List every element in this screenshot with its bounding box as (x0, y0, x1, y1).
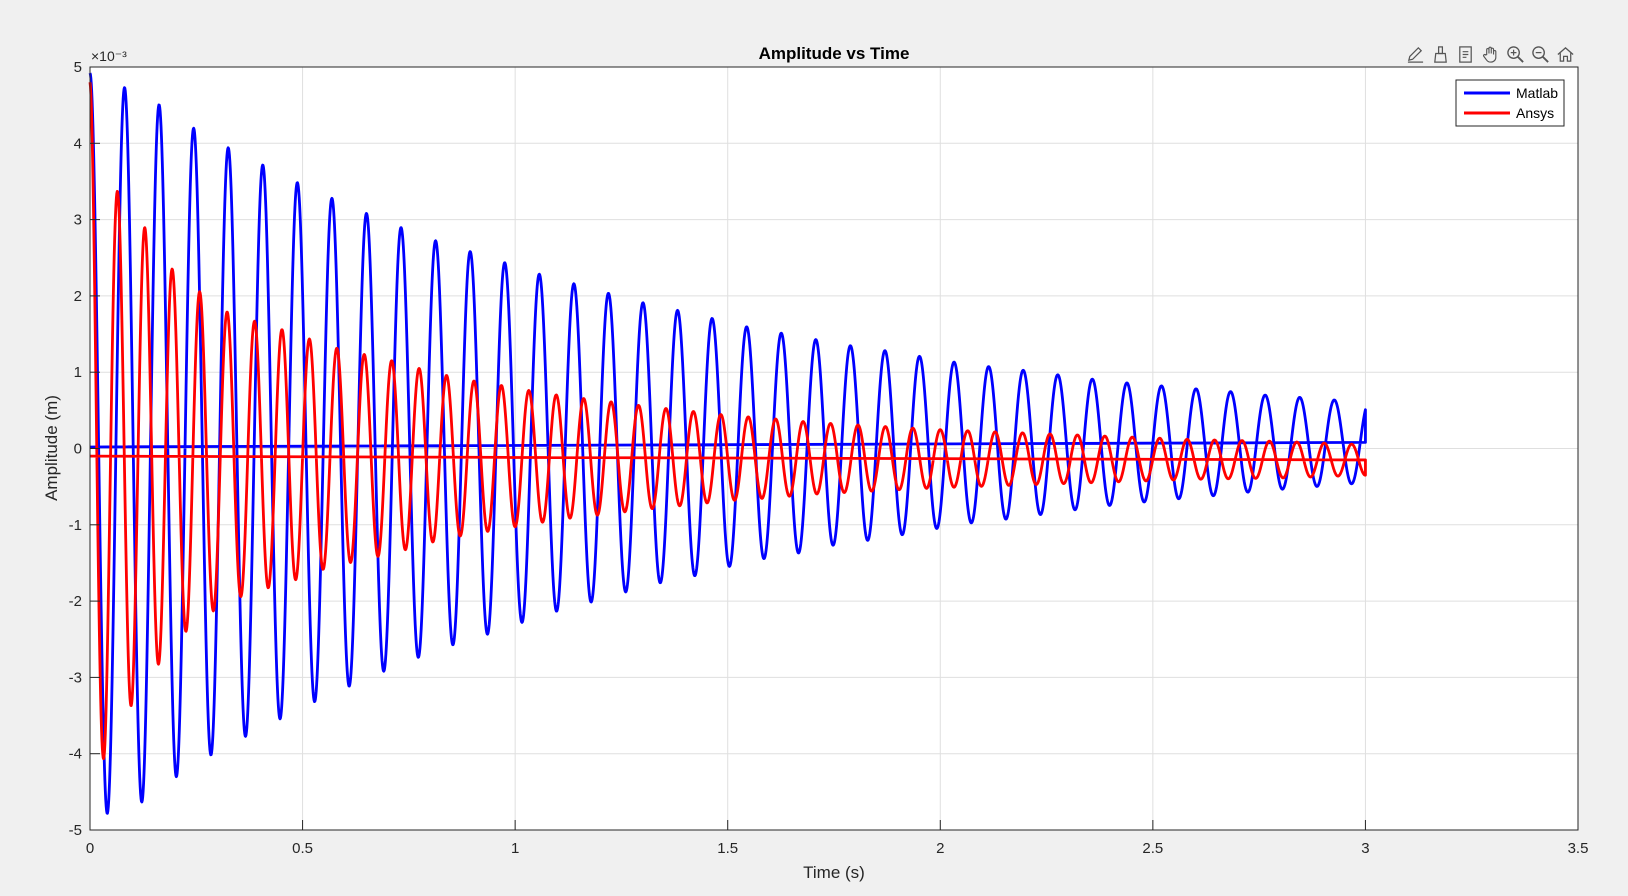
y-tick-label: 2 (74, 288, 82, 305)
y-axis-label: Amplitude (m) (42, 395, 61, 501)
data-tips-icon[interactable] (1454, 43, 1477, 66)
y-exponent-label: ×10⁻³ (91, 48, 127, 64)
legend[interactable]: Matlab Ansys (1455, 79, 1565, 127)
y-tick-label: 1 (74, 364, 82, 381)
chart-title: Amplitude vs Time (759, 44, 910, 63)
series-layer (88, 72, 1367, 815)
zoom-out-icon[interactable] (1529, 43, 1552, 66)
x-tick-label: 3 (1361, 840, 1369, 857)
x-tick-label: 0 (86, 840, 94, 857)
y-tick-label: 4 (74, 135, 82, 152)
legend-label-ansys: Ansys (1516, 105, 1554, 121)
axes-toolbar (1404, 41, 1577, 67)
x-tick-label: 1.5 (717, 840, 738, 857)
x-axis-label: Time (s) (803, 863, 865, 882)
series-line-ansys (88, 82, 1367, 761)
edit-icon[interactable] (1404, 43, 1427, 66)
y-tick-label: -1 (69, 517, 82, 534)
x-tick-label: 0.5 (292, 840, 313, 857)
brush-icon[interactable] (1429, 43, 1452, 66)
y-tick-label: 5 (74, 59, 82, 76)
zoom-in-icon[interactable] (1504, 43, 1527, 66)
x-tick-label: 2 (936, 840, 944, 857)
x-tick-label: 3.5 (1568, 840, 1589, 857)
series-line-matlab (88, 72, 1367, 815)
axis-ticks: 0 0.5 1 1.5 2 2.5 3 3.5 -5 -4 -3 -2 -1 0 1 2 3 4 5 (69, 59, 1589, 857)
y-tick-label: -5 (69, 822, 82, 839)
y-tick-label: -2 (69, 593, 82, 610)
x-tick-label: 1 (511, 840, 519, 857)
y-tick-label: 0 (74, 441, 82, 458)
legend-label-matlab: Matlab (1516, 85, 1558, 101)
y-tick-label: -4 (69, 746, 82, 763)
pan-icon[interactable] (1479, 43, 1502, 66)
y-tick-label: 3 (74, 212, 82, 229)
y-tick-label: -3 (69, 669, 82, 686)
x-tick-label: 2.5 (1142, 840, 1163, 857)
home-icon[interactable] (1554, 43, 1577, 66)
legend-box (1455, 79, 1565, 127)
